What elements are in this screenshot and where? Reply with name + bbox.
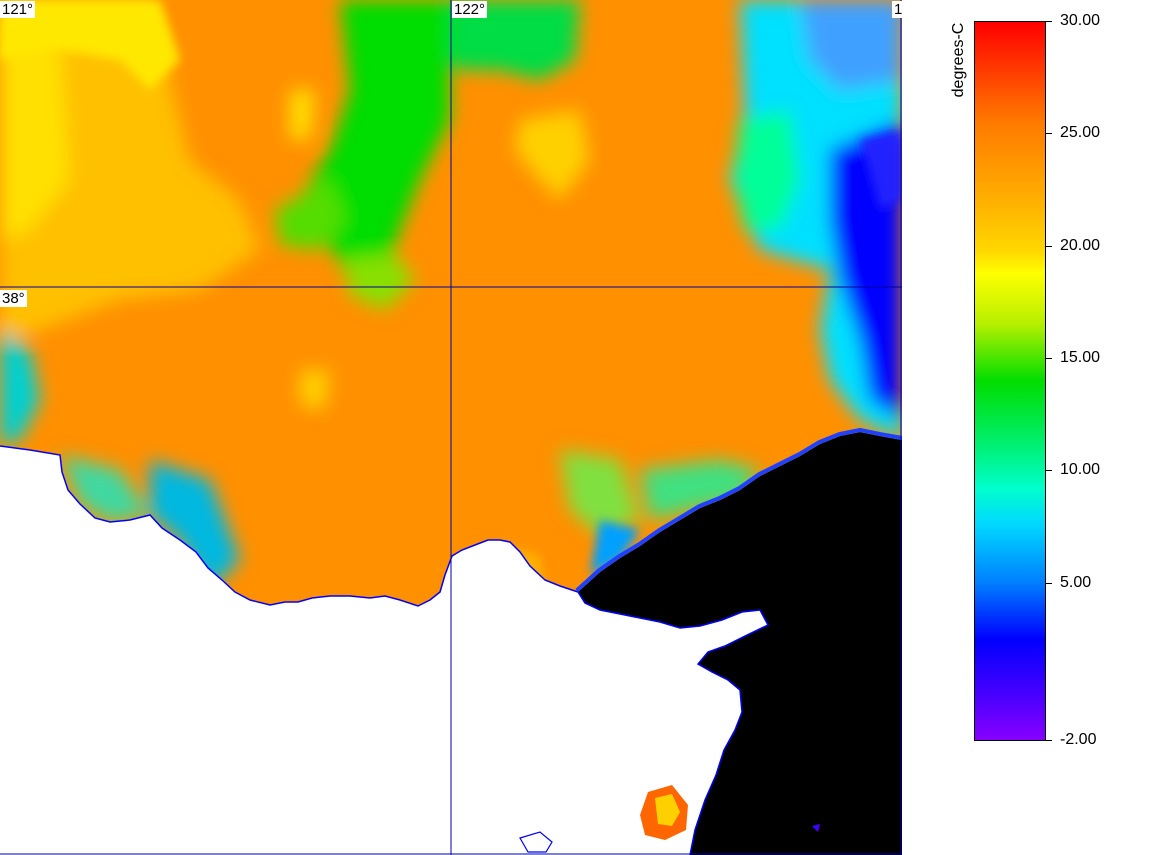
legend-tick-label: 20.00 <box>1060 237 1101 254</box>
longitude-label-122: 122° <box>452 1 488 18</box>
legend-tick-mark <box>1046 583 1052 584</box>
sst-map-image <box>0 0 902 855</box>
legend-tick-label: -2.00 <box>1060 731 1097 748</box>
coastline <box>0 445 579 607</box>
legend-tick-mark <box>1046 246 1052 247</box>
color-scale-bar <box>974 21 1046 741</box>
longitude-label-121: 121° <box>0 1 36 18</box>
color-legend: degrees-C 30.00 25.00 20.00 15.00 10.00 5.00 -… <box>902 0 1166 855</box>
legend-tick-label: 5.00 <box>1060 574 1092 591</box>
legend-tick-label: 10.00 <box>1060 461 1101 478</box>
legend-tick-mark <box>1046 133 1052 134</box>
sst-map: 121° 122° 123° 38° <box>0 0 902 855</box>
legend-tick-label: 25.00 <box>1060 124 1101 141</box>
legend-tick-mark <box>1046 21 1052 22</box>
longitude-label-123: 123° <box>892 1 902 18</box>
latitude-label-38: 38° <box>0 290 27 307</box>
legend-tick-mark <box>1046 470 1052 471</box>
legend-tick-mark <box>1046 740 1052 741</box>
east-coastline <box>577 591 770 855</box>
legend-tick-label: 15.00 <box>1060 349 1101 366</box>
legend-unit-label: degrees-C <box>950 22 967 98</box>
legend-tick-mark <box>1046 358 1052 359</box>
legend-tick-label: 30.00 <box>1060 12 1101 29</box>
no-data-region <box>578 432 902 855</box>
